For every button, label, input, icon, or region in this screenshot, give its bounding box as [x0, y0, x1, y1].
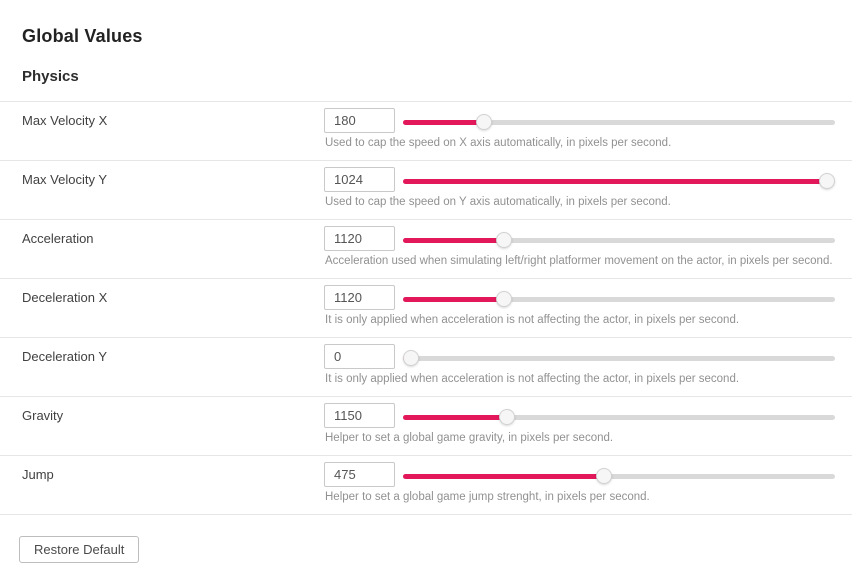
slider-thumb[interactable] [596, 468, 613, 484]
slider-track[interactable] [403, 474, 835, 479]
jump-slider[interactable] [403, 468, 835, 484]
slider-track[interactable] [403, 297, 835, 302]
setting-label: Max Velocity Y [22, 172, 108, 187]
deceleration-y-input[interactable] [324, 344, 395, 369]
setting-label: Jump [22, 467, 54, 482]
slider-track[interactable] [403, 238, 835, 243]
max-velocity-y-input[interactable] [324, 167, 395, 192]
setting-label: Max Velocity X [22, 113, 108, 128]
slider-track[interactable] [403, 356, 835, 361]
max-velocity-y-row: Max Velocity Y Used to cap the speed on … [0, 160, 852, 219]
deceleration-y-slider[interactable] [403, 350, 835, 366]
setting-label: Acceleration [22, 231, 94, 246]
setting-help-text: Acceleration used when simulating left/r… [325, 255, 833, 267]
slider-fill [403, 238, 505, 243]
slider-track[interactable] [403, 120, 835, 125]
slider-fill [403, 415, 507, 420]
setting-label: Deceleration X [22, 290, 108, 305]
slider-fill [403, 297, 505, 302]
max-velocity-y-slider[interactable] [403, 173, 835, 189]
page-title: Global Values [22, 26, 143, 46]
gravity-row: Gravity Helper to set a global game grav… [0, 396, 852, 455]
slider-thumb[interactable] [403, 350, 419, 366]
section-title: Physics [22, 68, 79, 85]
acceleration-input[interactable] [324, 226, 395, 251]
acceleration-slider[interactable] [403, 232, 835, 248]
deceleration-x-slider[interactable] [403, 291, 835, 307]
slider-thumb[interactable] [819, 173, 835, 189]
setting-help-text: Helper to set a global game gravity, in … [325, 432, 614, 444]
acceleration-row: Acceleration Acceleration used when simu… [0, 219, 852, 278]
max-velocity-x-row: Max Velocity X Used to cap the speed on … [0, 101, 852, 160]
deceleration-x-row: Deceleration X It is only applied when a… [0, 278, 852, 337]
slider-fill [403, 474, 605, 479]
jump-input[interactable] [324, 462, 395, 487]
gravity-input[interactable] [324, 403, 395, 428]
max-velocity-x-input[interactable] [324, 108, 395, 133]
max-velocity-x-slider[interactable] [403, 114, 835, 130]
settings-list: Max Velocity X Used to cap the speed on … [0, 101, 852, 515]
slider-track[interactable] [403, 415, 835, 420]
deceleration-y-row: Deceleration Y It is only applied when a… [0, 337, 852, 396]
setting-help-text: Helper to set a global game jump strengh… [325, 491, 650, 503]
jump-row: Jump Helper to set a global game jump st… [0, 455, 852, 514]
setting-label: Gravity [22, 408, 64, 423]
restore-default-button[interactable]: Restore Default [19, 536, 140, 563]
slider-thumb[interactable] [496, 232, 513, 248]
slider-thumb[interactable] [476, 114, 493, 130]
setting-help-text: It is only applied when acceleration is … [325, 314, 740, 326]
slider-fill [403, 120, 485, 125]
setting-help-text: It is only applied when acceleration is … [325, 373, 740, 385]
deceleration-x-input[interactable] [324, 285, 395, 310]
slider-thumb[interactable] [496, 291, 513, 307]
slider-thumb[interactable] [498, 409, 515, 425]
setting-label: Deceleration Y [22, 349, 108, 364]
setting-help-text: Used to cap the speed on X axis automati… [325, 137, 672, 149]
slider-fill [403, 179, 827, 184]
gravity-slider[interactable] [403, 409, 835, 425]
setting-help-text: Used to cap the speed on Y axis automati… [325, 196, 671, 208]
